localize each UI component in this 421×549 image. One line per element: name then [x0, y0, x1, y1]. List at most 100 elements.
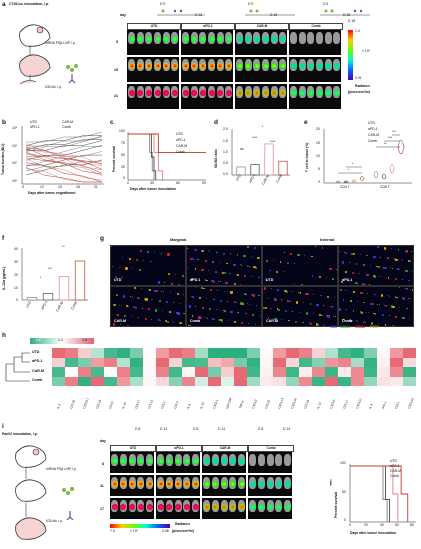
- tumor-burden-line: [25, 167, 102, 183]
- cell-signal: [198, 316, 201, 319]
- cell-signal: [136, 259, 139, 262]
- cell-signal: [179, 302, 182, 305]
- cell-signal: [389, 295, 391, 297]
- cell-signal: [324, 324, 326, 326]
- cell-signal: [384, 247, 387, 250]
- heatmap-cell: [234, 367, 248, 377]
- cell-signal: [134, 306, 137, 309]
- cell-signal: [190, 257, 193, 261]
- colorbar-unit-i: × 10⁶: [130, 529, 139, 533]
- bioluminescence-signal: [271, 36, 278, 42]
- bioluminescence-signal: [212, 458, 219, 464]
- cell-signal: [257, 294, 259, 296]
- mouse-image: [298, 32, 306, 44]
- heatmap-cell: [247, 348, 261, 358]
- bioluminescence-signal: [236, 36, 243, 42]
- cell-signal: [342, 261, 345, 264]
- cell-signal: [127, 305, 130, 308]
- cell-signal: [384, 304, 386, 307]
- colorbar-units-i: (p/sec/cm²/sr): [172, 529, 195, 533]
- cell-signal: [209, 250, 211, 252]
- cell-signal: [143, 297, 146, 301]
- microscopy-grid: UTD αPD-1 UTD αPD-1 CAR-M Comb CAR-M Comb: [110, 245, 416, 327]
- cell-signal: [278, 308, 280, 311]
- cell-signal: [113, 323, 116, 326]
- cell-signal: [198, 259, 200, 261]
- cell-signal: [281, 318, 283, 320]
- cell-signal: [209, 288, 213, 291]
- cell-signal: [117, 314, 119, 316]
- bioluminescence-signal: [225, 36, 232, 42]
- group-header-apd1: αPD-1: [181, 23, 235, 30]
- cell-signal: [250, 256, 252, 258]
- heatmap-column-label: CCL5: [107, 400, 115, 410]
- cell-signal: [401, 278, 403, 280]
- bioluminescence-signal: [154, 63, 161, 69]
- tumor-burden-line: [25, 149, 103, 166]
- f-sig-2: **: [62, 245, 65, 249]
- il12-chart: [21, 248, 88, 301]
- bioluminescence-signal: [238, 481, 245, 487]
- cell-signal: [230, 291, 233, 294]
- cell-signal: [376, 265, 378, 268]
- heatmap-cell: [208, 367, 222, 377]
- cell-signal: [167, 253, 170, 256]
- heatmap-cell: [78, 367, 92, 377]
- heatmap-cell: [169, 367, 183, 377]
- cell-signal: [189, 325, 192, 326]
- microscopy-tile-label: CAR-M: [266, 319, 278, 323]
- e-legend-0: UTD: [368, 121, 375, 125]
- cell-signal: [274, 318, 277, 321]
- bioluminescence-signal: [129, 481, 136, 487]
- cell-signal: [165, 301, 169, 304]
- cell-signal: [302, 302, 304, 304]
- cell-signal: [301, 283, 303, 285]
- b-xtick-0: 9: [22, 185, 24, 189]
- bioluminescence-signal: [299, 63, 306, 69]
- heatmap-cell: [286, 367, 300, 377]
- heatmap-cell: [156, 357, 170, 368]
- j-legend-2: CAR-M: [390, 469, 402, 473]
- cell-signal: [168, 311, 171, 313]
- heatmap-column-label: CXCL13: [276, 397, 285, 410]
- cell-signal: [318, 276, 321, 279]
- heatmap-cell: [377, 367, 391, 377]
- cell-signal: [140, 287, 142, 289]
- heatmap-column-label: CCL17: [133, 399, 141, 410]
- cell-signal: [206, 317, 208, 319]
- cell-signal: [233, 301, 236, 304]
- bioluminescence-signal: [249, 504, 256, 510]
- cell-signal: [237, 292, 239, 294]
- cell-signal: [237, 274, 239, 276]
- heatmap-cell: [260, 367, 274, 377]
- cell-signal: [333, 296, 335, 298]
- cell-signal: [215, 308, 217, 310]
- icb-text-i: ICB Ab, i.p.: [46, 519, 63, 523]
- heatmap-cell: [234, 348, 248, 358]
- cell-signal: [381, 314, 384, 317]
- heatmap-cell: [390, 357, 404, 368]
- group-header-utd: UTD: [127, 23, 181, 30]
- cell-signal: [157, 281, 160, 284]
- d-ytick-2: 1.0: [223, 150, 228, 154]
- cell-signal: [257, 256, 259, 259]
- bioluminescence-signal: [120, 458, 127, 464]
- bioluminescence-signal: [183, 504, 190, 510]
- cell-signal: [152, 299, 154, 301]
- b-xlabel: Days after tumor engraftment: [28, 191, 76, 195]
- cell-signal: [387, 277, 390, 279]
- cell-signal: [154, 289, 157, 292]
- d-ylabel: M1/M2 ratio: [214, 149, 218, 168]
- cell-signal: [173, 321, 175, 323]
- d-ytick-4: 0.0: [223, 172, 228, 176]
- heatmap-column-label: CCL1: [393, 400, 401, 410]
- day-label-i-17: 17: [100, 507, 104, 511]
- panel-label-e: e: [304, 119, 308, 126]
- g-title-internal: Internal: [320, 237, 335, 242]
- cell-signal: [269, 307, 271, 309]
- cell-signal: [248, 322, 250, 324]
- cell-signal: [316, 304, 319, 307]
- bioluminescence-signal: [267, 504, 274, 510]
- cell-signal: [353, 290, 356, 293]
- heatmap-cell: [182, 348, 196, 358]
